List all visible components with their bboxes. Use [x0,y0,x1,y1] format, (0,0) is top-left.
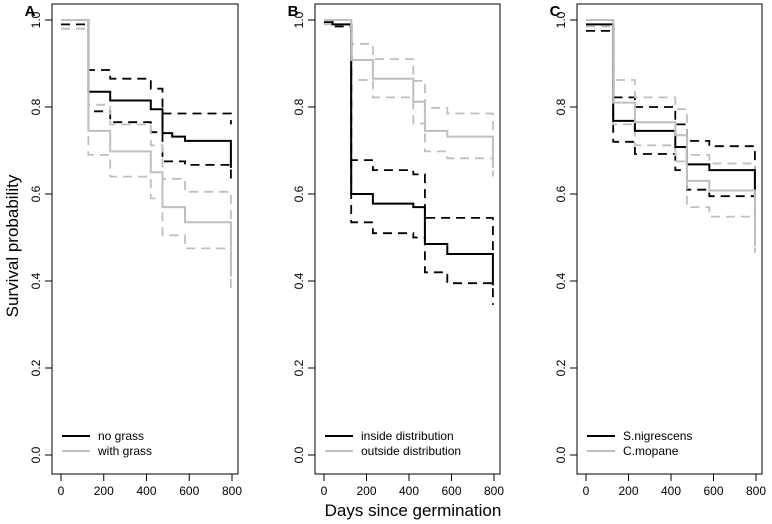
x-tick-label: 0 [321,484,328,498]
legend-label: no grass [98,429,144,443]
x-tick-label: 600 [703,484,723,498]
y-tick-label: 0.0 [29,446,43,463]
y-tick-label: 0.2 [292,359,306,376]
y-tick-label: 0.4 [554,272,568,289]
y-axis-label: Survival probability [3,174,22,317]
y-tick-label: 0.2 [29,359,43,376]
chart-panel-a: A 0 200 400 600 800 0.0 0.2 0.4 0.6 0.8 1.0 no grass… [25,3,243,498]
x-tick-label: 0 [58,484,65,498]
y-tick-label: 0.0 [554,446,568,463]
series-1-ci-upper-line [586,19,756,177]
y-tick-label: 1.0 [292,11,306,28]
x-tick-label: 600 [179,484,199,498]
legend-label: C.mopane [623,444,679,458]
series-1-ci-upper-line [324,19,494,258]
x-tick-label: 400 [399,484,419,498]
x-tick-label: 0 [583,484,590,498]
y-tick-label: 0.8 [292,98,306,115]
legend-label: inside distribution [361,429,454,443]
y-tick-label: 0.8 [29,98,43,115]
series-1-ci-lower-line [61,23,232,181]
y-tick-label: 0.4 [29,272,43,289]
series-2-ci-lower-line [586,25,756,253]
series-2-survival-line [586,19,756,247]
y-tick-label: 0.8 [554,98,568,115]
series-2-ci-upper-line [61,19,232,247]
x-tick-label: 400 [661,484,681,498]
x-tick-label: 200 [94,484,114,498]
y-tick-label: 0.6 [29,185,43,202]
x-tick-label: 800 [746,484,766,498]
series-1-ci-upper-line [61,19,232,125]
legend-label: S.nigrescens [623,429,692,443]
series-1-survival-line [586,23,756,197]
x-tick-label: 800 [222,484,242,498]
chart-panel-b: B 0 200 400 600 800 0.0 0.2 0.4 0.6 0.8 1.0 inside d… [288,3,505,498]
plot-frame [51,3,239,475]
series-1-ci-lower-line [324,21,494,305]
y-tick-label: 0.6 [292,185,306,202]
y-tick-label: 1.0 [29,11,43,28]
y-tick-label: 0.6 [554,185,568,202]
series-2-survival-line [61,19,232,277]
legend-label: with grass [97,444,152,458]
series-1-ci-lower-line [586,29,756,229]
series-2-ci-lower-line [324,23,494,177]
chart-panel-c: C 0 200 400 600 800 0.0 0.2 0.4 0.6 0.8 1.0 S.nigres… [550,3,767,498]
x-tick-label: 600 [441,484,461,498]
y-tick-label: 1.0 [554,11,568,28]
panel-label: A [25,3,36,20]
panel-label: B [288,3,299,20]
x-tick-label: 200 [618,484,638,498]
series-1-survival-line [61,19,232,168]
plot-frame [576,3,763,475]
x-axis-label: Days since germination [325,501,502,520]
x-tick-label: 200 [356,484,376,498]
x-tick-label: 400 [136,484,156,498]
series-1-survival-line [324,19,494,286]
plot-frame [314,3,501,475]
series-2-ci-lower-line [61,27,232,290]
series-2-ci-upper-line [586,19,756,212]
y-tick-label: 0.0 [292,446,306,463]
legend-label: outside distribution [361,444,461,458]
series-2-ci-upper-line [324,19,494,134]
y-tick-label: 0.2 [554,359,568,376]
series-2-survival-line [324,19,494,168]
x-tick-label: 800 [484,484,504,498]
y-tick-label: 0.4 [292,272,306,289]
panel-label: C [550,3,561,20]
